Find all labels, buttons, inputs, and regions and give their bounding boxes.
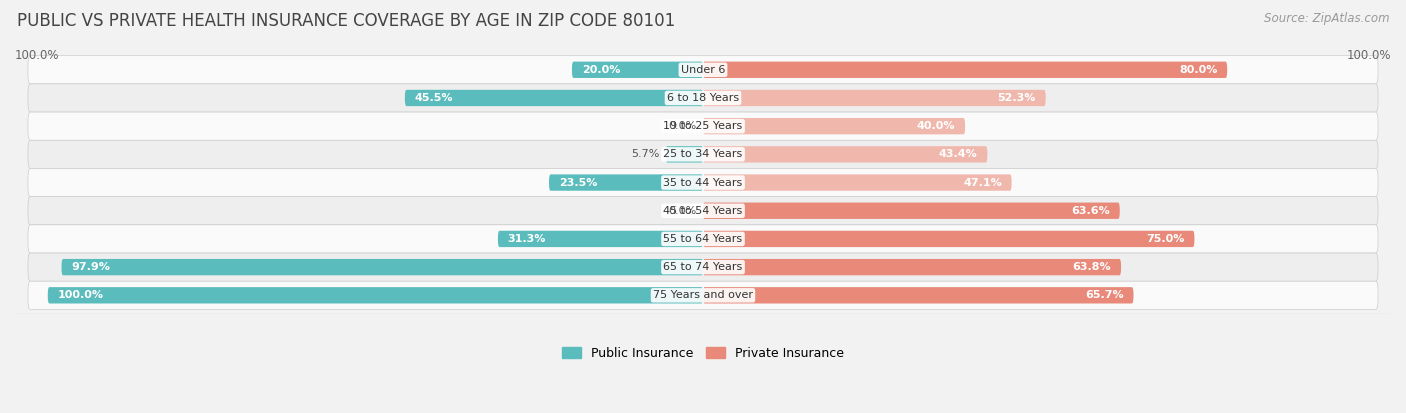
Text: 25 to 34 Years: 25 to 34 Years [664, 150, 742, 159]
Text: 52.3%: 52.3% [997, 93, 1036, 103]
Text: 0.0%: 0.0% [668, 121, 696, 131]
FancyBboxPatch shape [703, 231, 1195, 247]
Text: 35 to 44 Years: 35 to 44 Years [664, 178, 742, 188]
FancyBboxPatch shape [28, 225, 1378, 253]
FancyBboxPatch shape [28, 197, 1378, 225]
FancyBboxPatch shape [703, 259, 1121, 275]
Text: 6 to 18 Years: 6 to 18 Years [666, 93, 740, 103]
Text: 65.7%: 65.7% [1085, 290, 1123, 300]
Text: 80.0%: 80.0% [1180, 65, 1218, 75]
Text: 23.5%: 23.5% [558, 178, 598, 188]
FancyBboxPatch shape [28, 112, 1378, 140]
Text: 75 Years and over: 75 Years and over [652, 290, 754, 300]
FancyBboxPatch shape [703, 174, 1012, 191]
FancyBboxPatch shape [28, 56, 1378, 84]
FancyBboxPatch shape [665, 146, 703, 163]
Text: 63.8%: 63.8% [1073, 262, 1111, 272]
Legend: Public Insurance, Private Insurance: Public Insurance, Private Insurance [557, 342, 849, 365]
Text: 31.3%: 31.3% [508, 234, 546, 244]
Text: 0.0%: 0.0% [668, 206, 696, 216]
FancyBboxPatch shape [703, 90, 1046, 106]
Text: 100.0%: 100.0% [15, 49, 59, 62]
Text: 5.7%: 5.7% [631, 150, 659, 159]
Text: 19 to 25 Years: 19 to 25 Years [664, 121, 742, 131]
Text: 45.5%: 45.5% [415, 93, 453, 103]
FancyBboxPatch shape [48, 287, 703, 304]
FancyBboxPatch shape [703, 118, 965, 134]
FancyBboxPatch shape [28, 140, 1378, 169]
Text: Under 6: Under 6 [681, 65, 725, 75]
FancyBboxPatch shape [572, 62, 703, 78]
FancyBboxPatch shape [548, 174, 703, 191]
Text: 47.1%: 47.1% [963, 178, 1002, 188]
Text: 97.9%: 97.9% [72, 262, 110, 272]
FancyBboxPatch shape [28, 84, 1378, 112]
Text: PUBLIC VS PRIVATE HEALTH INSURANCE COVERAGE BY AGE IN ZIP CODE 80101: PUBLIC VS PRIVATE HEALTH INSURANCE COVER… [17, 12, 675, 31]
Text: 55 to 64 Years: 55 to 64 Years [664, 234, 742, 244]
FancyBboxPatch shape [405, 90, 703, 106]
Text: 65 to 74 Years: 65 to 74 Years [664, 262, 742, 272]
FancyBboxPatch shape [703, 287, 1133, 304]
FancyBboxPatch shape [28, 253, 1378, 281]
Text: 20.0%: 20.0% [582, 65, 620, 75]
Text: 40.0%: 40.0% [917, 121, 955, 131]
FancyBboxPatch shape [703, 62, 1227, 78]
FancyBboxPatch shape [28, 169, 1378, 197]
Text: 100.0%: 100.0% [58, 290, 104, 300]
FancyBboxPatch shape [498, 231, 703, 247]
Text: 45 to 54 Years: 45 to 54 Years [664, 206, 742, 216]
Text: 63.6%: 63.6% [1071, 206, 1109, 216]
Text: 100.0%: 100.0% [1347, 49, 1391, 62]
Text: 43.4%: 43.4% [939, 150, 977, 159]
FancyBboxPatch shape [62, 259, 703, 275]
FancyBboxPatch shape [28, 281, 1378, 309]
FancyBboxPatch shape [703, 146, 987, 163]
Text: Source: ZipAtlas.com: Source: ZipAtlas.com [1264, 12, 1389, 25]
FancyBboxPatch shape [703, 202, 1119, 219]
Text: 75.0%: 75.0% [1146, 234, 1185, 244]
